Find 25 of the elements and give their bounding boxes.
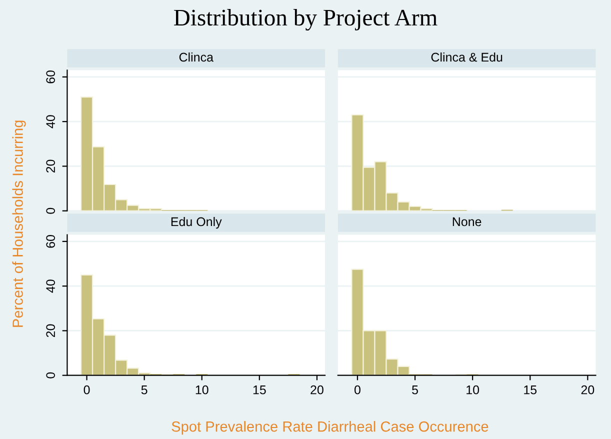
x-tick-label: 20 <box>310 385 324 394</box>
y-tick-label: 60 <box>46 70 56 84</box>
x-axis-title: Spot Prevalence Rate Diarrheal Case Occurence <box>172 421 488 435</box>
x-tick-label: 10 <box>466 385 480 394</box>
chart-title: None <box>452 217 482 226</box>
text: Distribution by Project Arm <box>174 9 438 30</box>
y-tick-label: 0 <box>46 208 56 214</box>
x-tick-label: 5 <box>141 386 148 394</box>
x-tick-label: 10 <box>196 385 208 394</box>
chart-title: Clinca & Edu <box>431 52 502 62</box>
x-tick-label: 0 <box>354 385 360 394</box>
y-axis-title: Percent of Households Incurring <box>12 120 26 327</box>
y-tick-label: 20 <box>46 324 56 338</box>
y-tick-label: 40 <box>46 280 56 293</box>
chart-title: Clinca <box>179 52 214 62</box>
y-tick-label: 60 <box>46 234 56 248</box>
x-tick-label: 15 <box>253 386 266 394</box>
chart-title: Edu Only <box>171 216 222 229</box>
x-tick-label: 0 <box>84 385 90 394</box>
x-tick-label: 15 <box>524 386 537 394</box>
y-tick-label: 20 <box>46 160 56 173</box>
x-tick-label: 20 <box>581 385 594 394</box>
y-tick-label: 40 <box>46 115 56 128</box>
x-tick-label: 5 <box>412 386 418 394</box>
y-tick-label: 0 <box>46 372 56 378</box>
